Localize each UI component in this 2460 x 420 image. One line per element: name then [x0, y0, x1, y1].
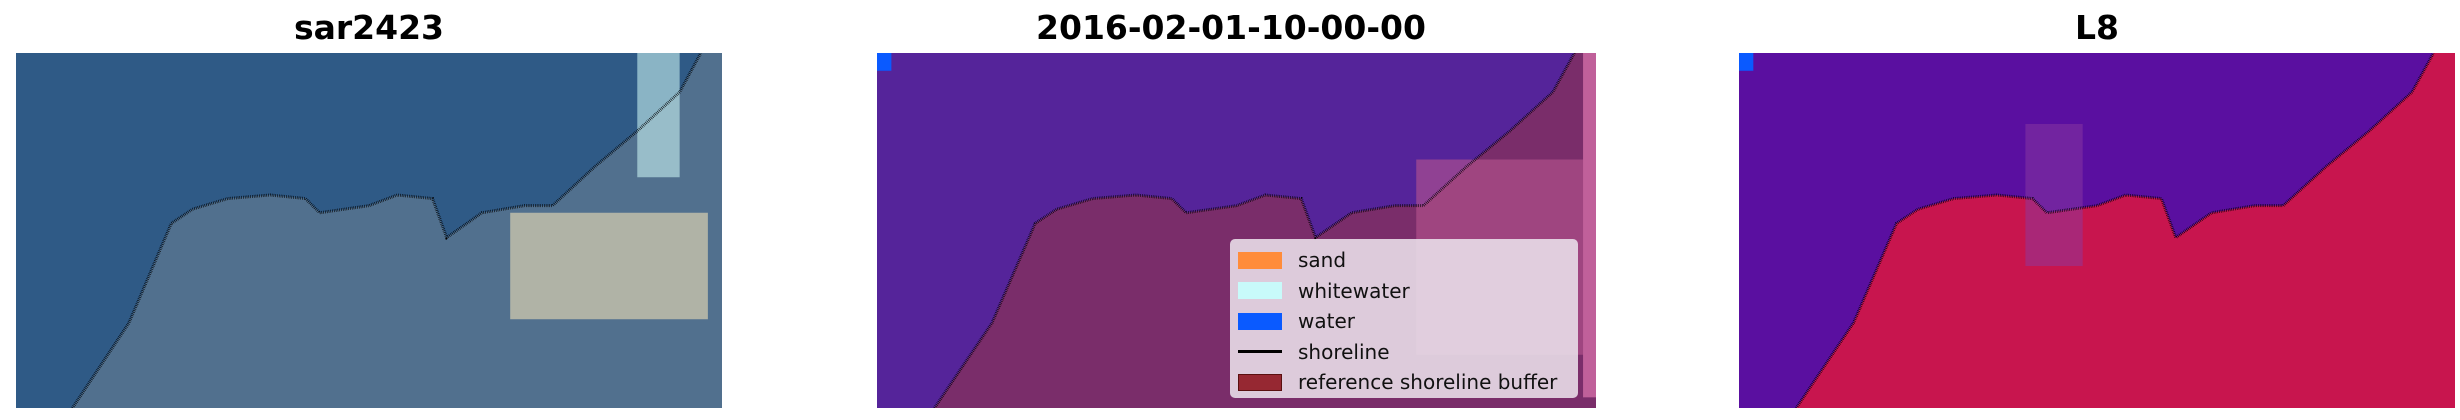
legend-label: whitewater — [1298, 278, 1410, 303]
legend-label: water — [1298, 309, 1355, 334]
legend-item-water: water — [1238, 306, 1578, 337]
water-pixel — [877, 53, 892, 71]
legend: sand whitewater water shoreline referenc… — [1230, 239, 1578, 398]
panel-title-l8: L8 — [2075, 8, 2119, 47]
mixed-area — [2025, 124, 2083, 266]
legend-item-shoreline: shoreline — [1238, 337, 1578, 368]
rgb-image-panel — [16, 53, 722, 408]
legend-label: sand — [1298, 248, 1347, 273]
legend-label: reference shoreline buffer — [1298, 370, 1558, 395]
panel-title-sar: sar2423 — [293, 8, 445, 47]
land-area — [1796, 53, 2455, 408]
legend-item-buffer: reference shoreline buffer — [1238, 367, 1578, 398]
legend-swatch — [1238, 373, 1282, 391]
legend-swatch — [1238, 251, 1282, 269]
water-pixel — [1739, 53, 1754, 71]
l8-image — [1739, 53, 2455, 408]
legend-swatch — [1238, 282, 1282, 300]
legend-item-sand: sand — [1238, 245, 1578, 276]
edge-strip — [1583, 53, 1596, 398]
whitewater-area — [637, 53, 680, 178]
legend-item-whitewater: whitewater — [1238, 276, 1578, 307]
legend-line — [1238, 350, 1282, 354]
legend-swatch — [1238, 312, 1282, 330]
l8-panel — [1739, 53, 2455, 408]
legend-label: shoreline — [1298, 339, 1390, 364]
rgb-image — [16, 53, 722, 408]
panel-title-date: 2016-02-01-10-00-00 — [1036, 8, 1426, 47]
bright-sand — [510, 212, 708, 320]
shoreline — [72, 53, 700, 408]
